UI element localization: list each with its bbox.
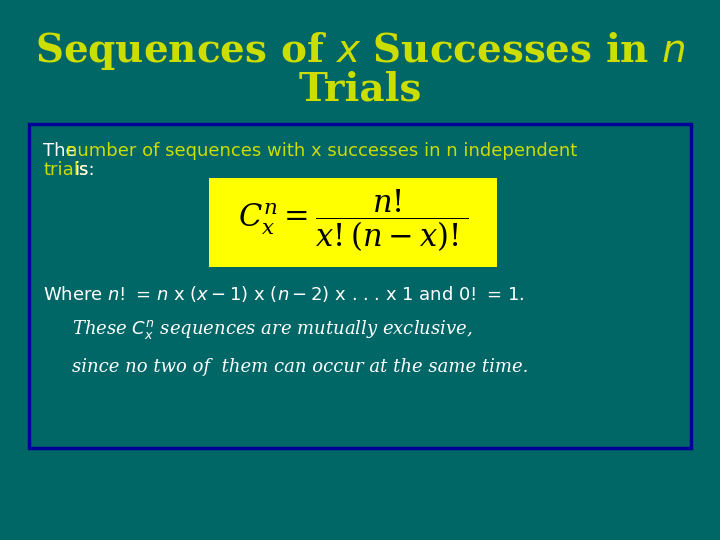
Text: The: The <box>43 142 83 160</box>
Text: since no two of  them can occur at the same time.: since no two of them can occur at the sa… <box>72 358 528 376</box>
Text: number of sequences with x successes in n independent: number of sequences with x successes in … <box>66 142 577 160</box>
Text: trials: trials <box>43 161 89 179</box>
Text: $C_x^n = \dfrac{n!}{x!(n-x)!}$: $C_x^n = \dfrac{n!}{x!(n-x)!}$ <box>238 187 468 254</box>
Text: Where $n!$ = $n$ x $(x - 1)$ x $(n - 2)$ x . . . x $1$ and $0!$ = 1.: Where $n!$ = $n$ x $(x - 1)$ x $(n - 2)$… <box>43 284 525 305</box>
Text: Sequences of $\mathit{x}$ Successes in $\mathit{n}$: Sequences of $\mathit{x}$ Successes in $… <box>35 30 685 72</box>
Text: Trials: Trials <box>298 70 422 108</box>
Text: These $C_x^n$ sequences are mutually exclusive,: These $C_x^n$ sequences are mutually exc… <box>72 318 472 341</box>
Text: is:: is: <box>74 161 95 179</box>
FancyBboxPatch shape <box>209 178 497 267</box>
